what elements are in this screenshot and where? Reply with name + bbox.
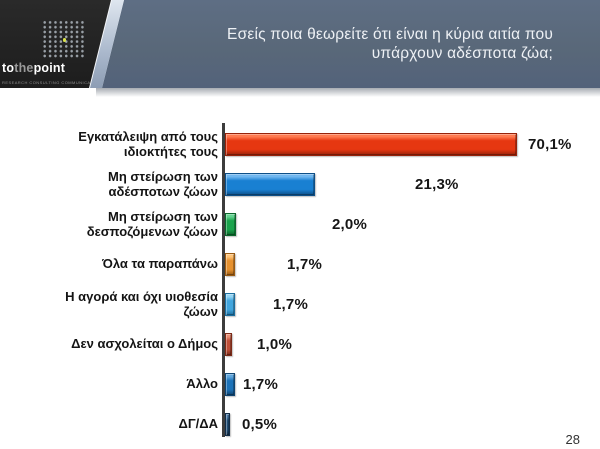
bar [225,172,315,196]
bar [225,292,235,316]
bar [225,212,236,236]
category-label: Όλα τα παραπάνω [102,256,218,272]
logo: tothepoint RESEARCH CONSULTING COMMUNICA… [0,0,111,88]
logo-word-to: to [2,61,15,75]
bar [225,132,517,156]
title-band [102,0,600,88]
bar [225,412,230,436]
chart-row: Εγκατάλειψη από τους ιδιοκτήτες τους 70,… [0,124,600,164]
value-label: 2,0% [332,215,367,233]
category-label: Άλλο [186,376,218,392]
header-band: tothepoint RESEARCH CONSULTING COMMUNICA… [0,0,600,97]
category-label: Εγκατάλειψη από τους ιδιοκτήτες τους [78,128,218,160]
logo-wordmark: tothepoint [2,61,65,75]
chart-row: Μη στείρωση των αδέσποτων ζώων 21,3% [0,164,600,204]
bar [225,332,232,356]
value-label: 1,7% [287,255,322,273]
slide-title-line2: υπάρχουν αδέσποτα ζώα; [371,44,553,62]
bar [225,372,235,396]
category-label: ΔΓ/ΔΑ [178,416,218,432]
value-label: 21,3% [415,175,459,193]
band-shadow [96,88,600,97]
slide-title-line1: Εσείς ποια θεωρείτε ότι είναι η κύρια αι… [227,26,553,43]
bar [225,252,235,276]
logo-word-the: the [14,61,34,75]
category-label: Η αγορά και όχι υιοθεσία ζώων [65,288,218,320]
value-label: 1,7% [273,295,308,313]
value-label: 0,5% [242,415,277,433]
category-label: Μη στείρωση των αδέσποτων ζώων [108,168,218,200]
category-label: Δεν ασχολείται ο Δήμος [71,336,218,352]
logo-word-point: point [33,61,66,75]
value-label: 1,7% [243,375,278,393]
logo-accent-dot [62,38,66,42]
chart-row: Η αγορά και όχι υιοθεσία ζώων 1,7% [0,284,600,324]
chart-row: Μη στείρωση των δεσποζόμενων ζώων 2,0% [0,204,600,244]
chart-row: Δεν ασχολείται ο Δήμος 1,0% [0,324,600,364]
value-label: 1,0% [257,335,292,353]
bar-chart: Εγκατάλειψη από τους ιδιοκτήτες τους 70,… [0,123,600,444]
logo-tagline: RESEARCH CONSULTING COMMUNICATION [2,80,102,85]
chart-row: ΔΓ/ΔΑ 0,5% [0,404,600,444]
chart-row: Όλα τα παραπάνω 1,7% [0,244,600,284]
chart-axis-line [222,123,225,437]
value-label: 70,1% [528,135,572,153]
chart-row: Άλλο 1,7% [0,364,600,404]
slide-title: Εσείς ποια θεωρείτε ότι είναι η κύρια αι… [227,26,553,63]
category-label: Μη στείρωση των δεσποζόμενων ζώων [86,208,218,240]
logo-dot-grid-icon [42,20,86,59]
page-number: 28 [565,432,580,447]
